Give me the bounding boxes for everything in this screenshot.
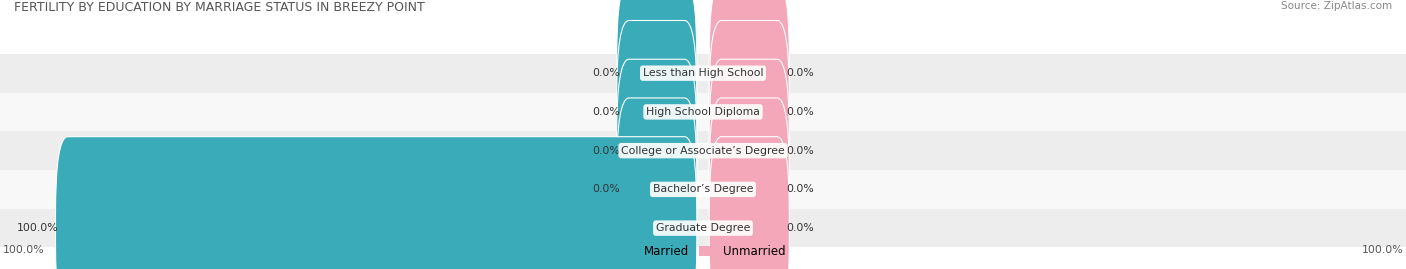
Text: FERTILITY BY EDUCATION BY MARRIAGE STATUS IN BREEZY POINT: FERTILITY BY EDUCATION BY MARRIAGE STATU… — [14, 1, 425, 14]
Text: Less than High School: Less than High School — [643, 68, 763, 78]
FancyBboxPatch shape — [617, 20, 697, 203]
Text: 100.0%: 100.0% — [17, 223, 59, 233]
Text: Bachelor’s Degree: Bachelor’s Degree — [652, 184, 754, 194]
Text: Graduate Degree: Graduate Degree — [655, 223, 751, 233]
FancyBboxPatch shape — [617, 0, 697, 165]
Text: 0.0%: 0.0% — [592, 68, 620, 78]
FancyBboxPatch shape — [709, 59, 789, 242]
Text: 0.0%: 0.0% — [786, 68, 814, 78]
FancyBboxPatch shape — [709, 137, 789, 269]
FancyBboxPatch shape — [709, 98, 789, 269]
Text: Source: ZipAtlas.com: Source: ZipAtlas.com — [1281, 1, 1392, 11]
Text: 0.0%: 0.0% — [786, 184, 814, 194]
Bar — [0, 170, 1406, 209]
Text: 100.0%: 100.0% — [1361, 245, 1403, 255]
FancyBboxPatch shape — [617, 98, 697, 269]
Legend: Married, Unmarried: Married, Unmarried — [616, 241, 790, 263]
Text: 0.0%: 0.0% — [592, 107, 620, 117]
Text: 100.0%: 100.0% — [3, 245, 45, 255]
Text: College or Associate’s Degree: College or Associate’s Degree — [621, 146, 785, 156]
FancyBboxPatch shape — [617, 59, 697, 242]
Text: 0.0%: 0.0% — [786, 107, 814, 117]
Bar — [0, 209, 1406, 247]
FancyBboxPatch shape — [709, 20, 789, 203]
Text: 0.0%: 0.0% — [786, 146, 814, 156]
Text: High School Diploma: High School Diploma — [647, 107, 759, 117]
Bar — [0, 131, 1406, 170]
Text: 0.0%: 0.0% — [592, 184, 620, 194]
Text: 0.0%: 0.0% — [592, 146, 620, 156]
Text: 0.0%: 0.0% — [786, 223, 814, 233]
FancyBboxPatch shape — [709, 0, 789, 165]
FancyBboxPatch shape — [55, 137, 697, 269]
Bar — [0, 54, 1406, 93]
Bar — [0, 93, 1406, 131]
